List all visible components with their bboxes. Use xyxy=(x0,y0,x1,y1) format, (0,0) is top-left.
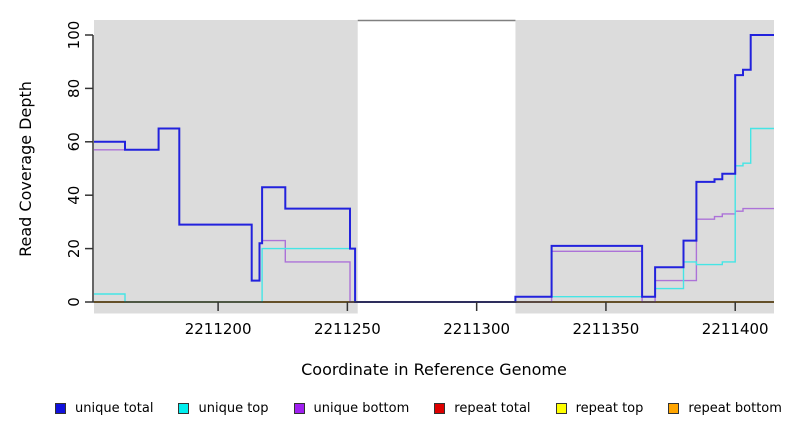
legend: unique total unique top unique bottom repea… xyxy=(55,398,782,418)
y-tick-label: 100 xyxy=(65,21,83,50)
legend-label: repeat bottom xyxy=(688,400,782,416)
y-tick-label: 40 xyxy=(65,186,83,205)
x-tick-label: 2211300 xyxy=(443,320,510,338)
coverage-chart: 0 20 40 60 80 100 2211200 2211250 2211300 2211350… xyxy=(16,19,774,379)
x-tick-label: 2211250 xyxy=(314,320,381,338)
x-tick-label: 2211200 xyxy=(185,320,252,338)
legend-item-unique-top: unique top xyxy=(178,400,269,416)
legend-swatch-unique-top xyxy=(178,402,190,414)
x-axis-title: Coordinate in Reference Genome xyxy=(301,360,567,379)
legend-label: unique top xyxy=(198,400,269,416)
legend-swatch-repeat-bottom xyxy=(668,402,680,414)
shaded-regions xyxy=(94,20,774,314)
legend-label: unique bottom xyxy=(313,400,410,416)
y-tick-label: 0 xyxy=(65,297,83,307)
legend-item-repeat-total: repeat total xyxy=(434,400,531,416)
series-line-unique-total xyxy=(94,34,774,303)
shaded-region xyxy=(94,20,358,314)
legend-label: unique total xyxy=(75,400,154,416)
legend-label: repeat top xyxy=(575,400,644,416)
x-tick-label: 2211350 xyxy=(573,320,640,338)
legend-swatch-repeat-total xyxy=(434,402,446,414)
series-line-unique-top xyxy=(94,127,774,303)
axes: 0 20 40 60 80 100 2211200 2211250 2211300 2211350… xyxy=(65,21,774,338)
legend-swatch-unique-bottom xyxy=(293,402,305,414)
legend-item-unique-bottom: unique bottom xyxy=(293,400,410,416)
y-tick-label: 80 xyxy=(65,79,83,98)
legend-item-repeat-top: repeat top xyxy=(555,400,644,416)
legend-item-unique-total: unique total xyxy=(55,401,153,416)
x-tick-label: 2211400 xyxy=(702,320,769,338)
legend-swatch-unique-total xyxy=(55,402,66,414)
legend-item-repeat-bottom: repeat bottom xyxy=(668,401,782,416)
y-axis-title: Read Coverage Depth xyxy=(16,81,35,257)
shaded-region xyxy=(515,20,774,314)
y-tick-label: 60 xyxy=(65,132,83,151)
legend-label: repeat total xyxy=(454,400,531,416)
y-tick-label: 20 xyxy=(65,239,83,258)
legend-swatch-repeat-top xyxy=(555,402,567,414)
